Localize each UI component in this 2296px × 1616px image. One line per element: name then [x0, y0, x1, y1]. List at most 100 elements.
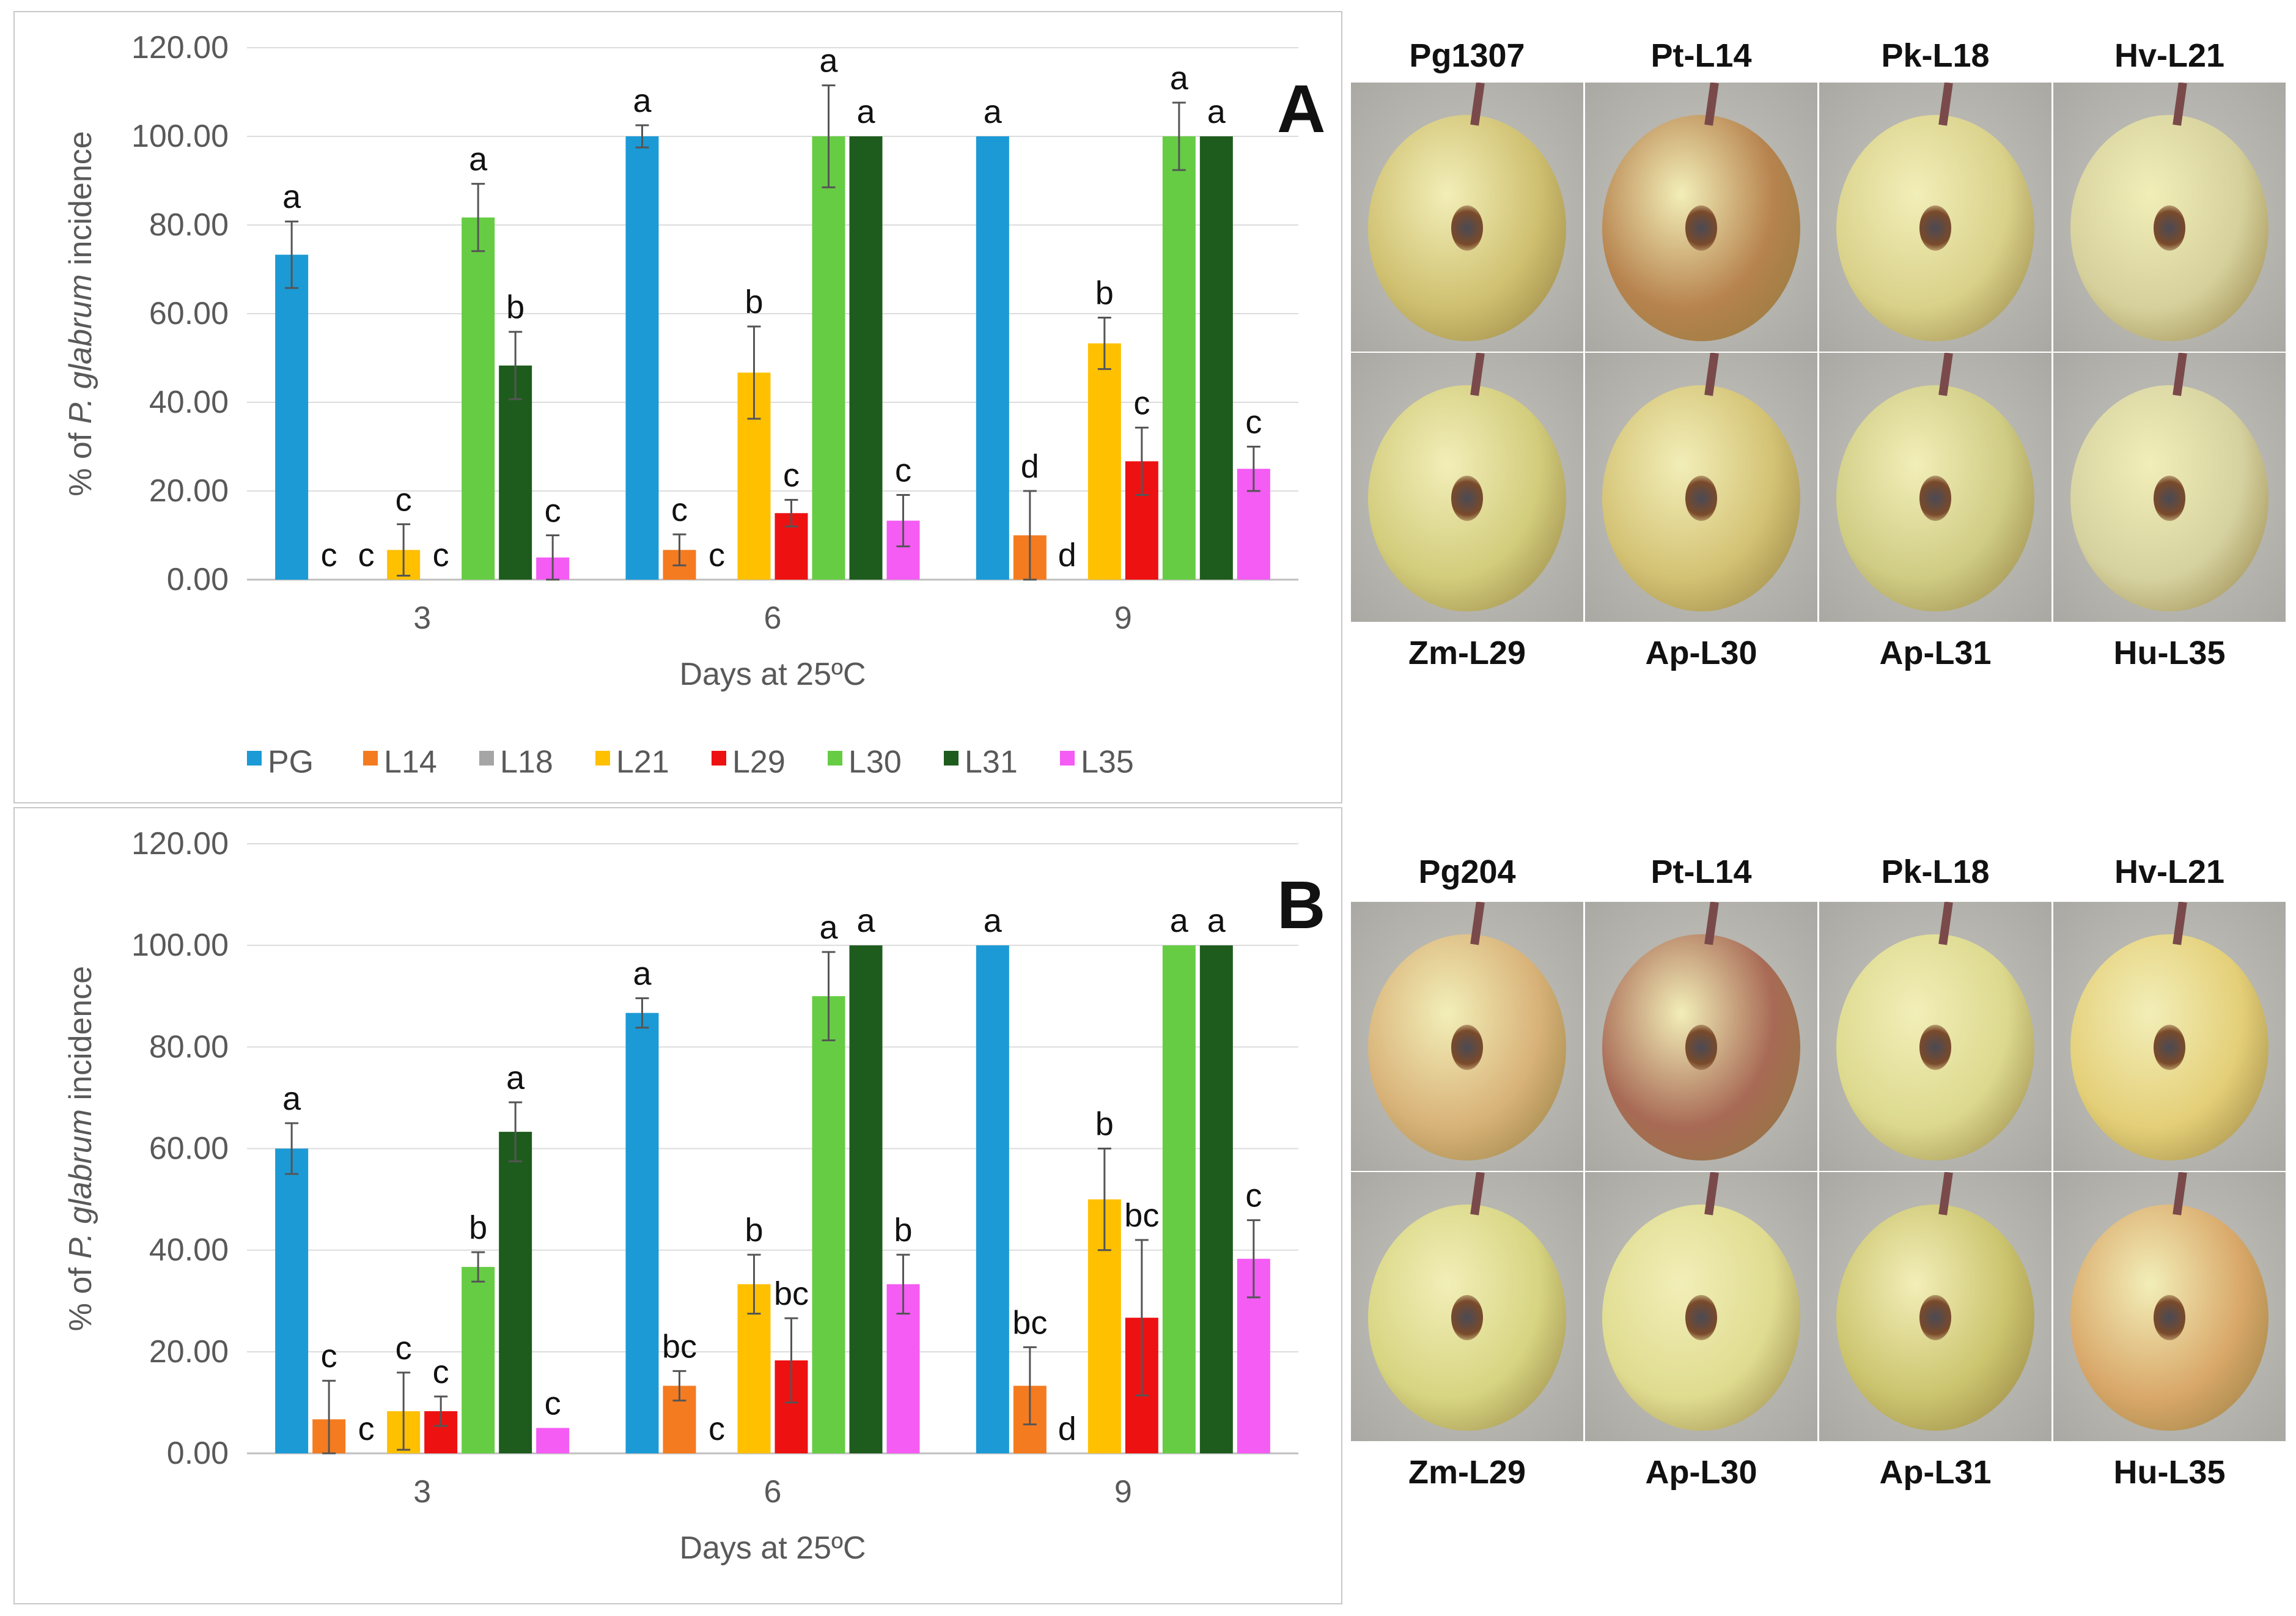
bar-l31-day9	[1199, 945, 1233, 1453]
lesion-spot	[1451, 205, 1483, 251]
y-axis-label: % of P. glabrum incidence	[63, 966, 98, 1331]
grape-berry	[1368, 115, 1566, 341]
x-axis-label: Days at 25ºC	[679, 657, 866, 692]
significance-letter: b	[745, 1212, 763, 1249]
grape-berry	[1602, 1205, 1800, 1431]
y-tick-label: 20.00	[149, 1334, 229, 1370]
grape-berry	[1602, 115, 1800, 341]
x-tick-label: 9	[1114, 1474, 1132, 1510]
significance-letter: c	[321, 537, 337, 574]
significance-letter: c	[545, 493, 561, 529]
y-tick-label: 120.00	[131, 826, 229, 861]
y-tick-label: 100.00	[131, 119, 229, 154]
significance-letter: b	[1095, 275, 1114, 312]
photo-label-top-4: Hv-L21	[2114, 37, 2225, 74]
legend-label-l31: L31	[965, 745, 1018, 780]
significance-letter: bc	[1012, 1304, 1047, 1341]
chart-panel-b: 0.00 20.00 40.00 60.00 80.00 100.00 120.00 % of…	[13, 807, 1342, 1604]
bar-l30-day3	[462, 1267, 495, 1453]
bar-l31-day6	[849, 945, 883, 1453]
grape-berry	[1836, 385, 2034, 611]
photo-label-top-2: Pt-L14	[1650, 37, 1752, 74]
significance-letter: c	[433, 537, 449, 574]
significance-letter: c	[433, 1354, 449, 1390]
lesion-spot	[1919, 205, 1951, 251]
y-axis-label-species: P. glabrum	[63, 1109, 98, 1259]
y-tick-label: 40.00	[149, 1233, 229, 1268]
significance-letter: d	[1058, 1411, 1076, 1447]
significance-letter: a	[819, 43, 838, 79]
legend-swatch-l18	[479, 751, 494, 766]
grape-photo-top-3	[1819, 83, 2051, 352]
significance-letter: a	[1170, 60, 1189, 97]
x-tick-label: 6	[764, 600, 782, 636]
legend-label-l35: L35	[1081, 745, 1134, 780]
significance-letter: c	[396, 1330, 412, 1367]
significance-letter: a	[1207, 94, 1226, 130]
photo-label-top-1: Pg204	[1418, 854, 1516, 890]
significance-letter: a	[633, 956, 652, 992]
bar-l31-day3	[499, 1132, 532, 1453]
lesion-spot	[1919, 476, 1951, 521]
chart-panel-a: 0.00 20.00 40.00 60.00 80.00 100.00 120.00 % of…	[13, 11, 1342, 803]
significance-letter: a	[282, 1080, 301, 1117]
legend-swatch-l35	[1060, 751, 1075, 766]
legend-swatch-l29	[712, 751, 726, 766]
significance-letter: bc	[774, 1275, 809, 1312]
y-tick-label: 120.00	[131, 30, 229, 65]
photo-label-top-3: Pk-L18	[1881, 37, 1990, 74]
bar-pg-day6	[625, 136, 659, 580]
legend-swatch-pg	[247, 751, 262, 766]
grape-photo-bottom-1	[1351, 353, 1583, 622]
grape-photo-bottom-2	[1585, 353, 1817, 622]
bar-l30-day6	[812, 136, 845, 580]
legend-swatch-l21	[595, 751, 610, 766]
bar-chart-a: 0.00 20.00 40.00 60.00 80.00 100.00 120.00 % of…	[63, 30, 1298, 780]
grape-photo-top-2	[1585, 83, 1817, 352]
bar-l21-day9	[1087, 343, 1121, 580]
significance-letter: a	[819, 909, 838, 946]
grape-photo-bottom-3	[1819, 1172, 2051, 1441]
grape-photo-bottom-2	[1585, 1172, 1817, 1441]
grape-photos-a: Pg1307 Pt-L14 Pk-L18 Hv-L21 Zm-L29 Ap-L30 Ap-L…	[1351, 37, 2286, 697]
significance-letter: a	[1207, 902, 1226, 939]
bar-l30-day3	[462, 217, 495, 580]
lesion-spot	[1451, 1025, 1483, 1070]
y-axis-label: % of P. glabrum incidence	[63, 131, 98, 496]
grape-berry	[1368, 385, 1566, 611]
lesion-spot	[2154, 205, 2185, 251]
bar-l31-day3	[499, 365, 532, 580]
bar-chart-b: 0.00 20.00 40.00 60.00 80.00 100.00 120.00 % of…	[63, 826, 1298, 1566]
grape-berry	[1368, 1205, 1566, 1431]
lesion-spot	[1685, 476, 1717, 521]
significance-letter: a	[1170, 902, 1189, 939]
significance-letter: b	[745, 284, 763, 320]
significance-letter: c	[708, 1411, 725, 1447]
significance-letter: b	[1095, 1106, 1114, 1143]
grape-photo-bottom-4	[2053, 1172, 2286, 1441]
grape-berry	[2070, 385, 2268, 611]
legend-label-l30: L30	[848, 745, 902, 780]
grape-berry	[1602, 934, 1800, 1160]
panel-letter-b: B	[1277, 868, 1326, 943]
significance-letter: c	[358, 1411, 375, 1447]
significance-letter: b	[894, 1212, 912, 1249]
y-axis-label-suffix: incidence	[63, 966, 98, 1109]
significance-letter: a	[282, 179, 301, 215]
photo-label-bottom-3: Ap-L31	[1879, 635, 1992, 671]
significance-letter: b	[469, 1209, 487, 1246]
bar-l30-day9	[1162, 945, 1196, 1453]
photo-label-bottom-3: Ap-L31	[1879, 1454, 1992, 1491]
legend-swatch-l31	[944, 751, 959, 766]
significance-letter: a	[984, 94, 1003, 130]
legend-label-l18: L18	[500, 745, 553, 780]
photo-label-top-1: Pg1307	[1409, 37, 1525, 74]
legend-label-pg: PG	[268, 745, 314, 780]
significance-letter: c	[358, 537, 375, 574]
photo-label-bottom-2: Ap-L30	[1645, 635, 1757, 671]
bar-pg-day9	[976, 136, 1009, 580]
significance-letter: c	[321, 1338, 337, 1374]
legend-label-l14: L14	[384, 745, 437, 780]
significance-letter: c	[1245, 1178, 1262, 1214]
significance-letter: a	[469, 141, 488, 178]
